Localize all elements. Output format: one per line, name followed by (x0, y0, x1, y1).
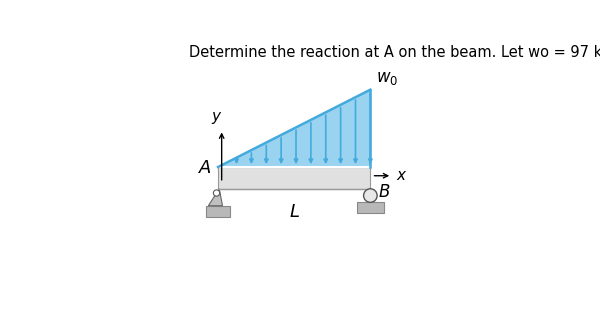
Text: $y$: $y$ (211, 110, 223, 126)
Text: A: A (199, 159, 211, 177)
Polygon shape (218, 90, 370, 167)
FancyBboxPatch shape (357, 202, 383, 213)
Text: B: B (378, 183, 389, 201)
FancyBboxPatch shape (206, 206, 230, 217)
Text: Determine the reaction at A on the beam. Let wo = 97 kN/m, L = 3 m.: Determine the reaction at A on the beam.… (189, 45, 600, 60)
Text: $x$: $x$ (396, 168, 407, 183)
Text: L: L (289, 203, 299, 221)
Circle shape (214, 190, 220, 196)
Text: $w_0$: $w_0$ (376, 69, 398, 87)
Polygon shape (208, 189, 223, 206)
FancyBboxPatch shape (218, 167, 370, 189)
Circle shape (364, 189, 377, 202)
